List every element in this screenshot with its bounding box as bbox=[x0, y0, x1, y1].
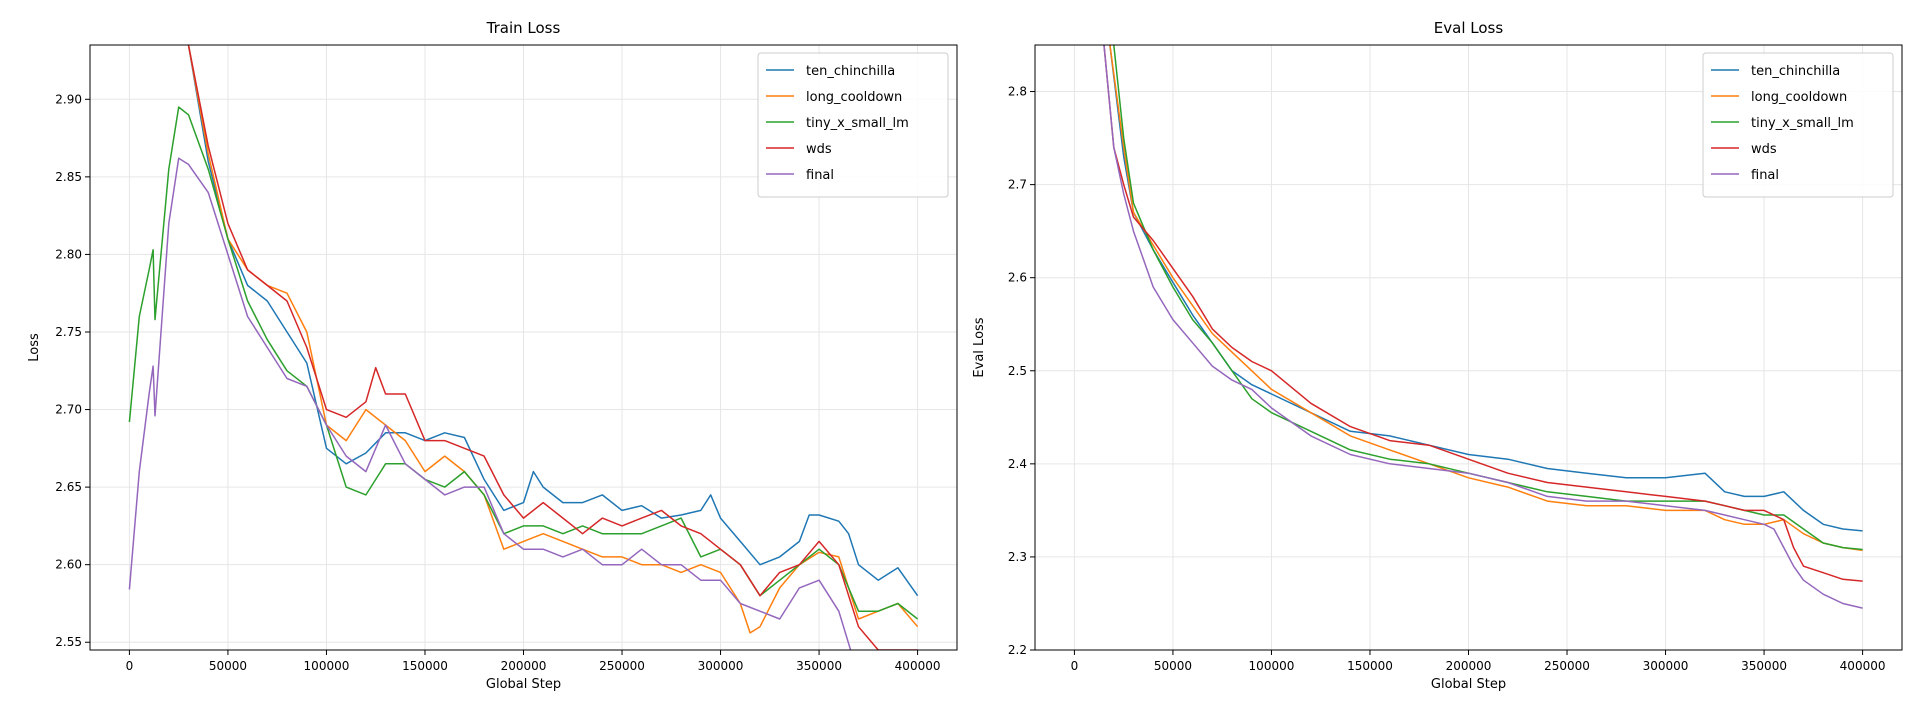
y-tick-label: 2.4 bbox=[1008, 457, 1027, 471]
legend-label: long_cooldown bbox=[1751, 90, 1847, 105]
x-tick-label: 350000 bbox=[796, 659, 842, 673]
chart-panel-0: 0 50000 100000 150000 200000 250000 300000 3500… bbox=[27, 19, 958, 692]
legend-label: tiny_x_small_lm bbox=[806, 116, 909, 131]
chart-title: Train Loss bbox=[486, 19, 561, 37]
x-tick-label: 400000 bbox=[895, 659, 941, 673]
chart-panel-1: 0 50000 100000 150000 200000 250000 300000 3500… bbox=[972, 19, 1903, 692]
x-tick-label: 200000 bbox=[501, 659, 547, 673]
y-tick-label: 2.6 bbox=[1008, 271, 1027, 285]
legend: ten_chinchilla long_cooldown tiny_x_small_… bbox=[1702, 52, 1894, 198]
x-tick-label: 50000 bbox=[1154, 659, 1192, 673]
x-tick-label: 150000 bbox=[1347, 659, 1393, 673]
x-tick-label: 0 bbox=[1071, 659, 1079, 673]
x-tick-label: 300000 bbox=[1643, 659, 1689, 673]
x-tick-label: 50000 bbox=[209, 659, 247, 673]
y-axis-label: Loss bbox=[27, 333, 42, 362]
y-tick-label: 2.75 bbox=[55, 325, 82, 339]
y-tick-label: 2.55 bbox=[55, 635, 82, 649]
legend-label: ten_chinchilla bbox=[1751, 64, 1840, 79]
legend-box bbox=[757, 52, 949, 198]
x-tick-label: 250000 bbox=[599, 659, 645, 673]
x-tick-label: 0 bbox=[126, 659, 134, 673]
legend-label: wds bbox=[1751, 142, 1777, 157]
y-tick-label: 2.8 bbox=[1008, 85, 1027, 99]
series-line-tiny_x_small_lm bbox=[128, 106, 919, 620]
series-group bbox=[1103, 45, 1863, 609]
x-tick-label: 150000 bbox=[402, 659, 448, 673]
legend-label: ten_chinchilla bbox=[806, 64, 895, 79]
x-tick-label: 400000 bbox=[1840, 659, 1886, 673]
x-tick-label: 350000 bbox=[1741, 659, 1787, 673]
legend-box bbox=[1702, 52, 1894, 198]
y-axis-label: Eval Loss bbox=[972, 317, 987, 377]
y-tick-label: 2.70 bbox=[55, 403, 82, 417]
y-tick-label: 2.80 bbox=[55, 247, 82, 261]
y-tick-label: 2.90 bbox=[55, 92, 82, 106]
legend: ten_chinchilla long_cooldown tiny_x_small_… bbox=[757, 52, 949, 198]
legend-label: long_cooldown bbox=[806, 90, 902, 105]
legend-label: final bbox=[1751, 168, 1779, 183]
series-line-final bbox=[1103, 45, 1863, 609]
y-tick-label: 2.7 bbox=[1008, 178, 1027, 192]
x-tick-label: 250000 bbox=[1544, 659, 1590, 673]
series-line-long_cooldown bbox=[1109, 45, 1863, 552]
x-tick-label: 200000 bbox=[1446, 659, 1492, 673]
y-tick-label: 2.65 bbox=[55, 480, 82, 494]
x-tick-label: 100000 bbox=[1249, 659, 1295, 673]
y-tick-label: 2.60 bbox=[55, 558, 82, 572]
series-group bbox=[128, 45, 919, 650]
y-tick-label: 2.3 bbox=[1008, 550, 1027, 564]
x-tick-label: 300000 bbox=[698, 659, 744, 673]
series-line-ten_chinchilla bbox=[187, 45, 919, 597]
x-axis-label: Global Step bbox=[486, 677, 561, 692]
legend-label: wds bbox=[806, 142, 832, 157]
legend-label: tiny_x_small_lm bbox=[1751, 116, 1854, 131]
x-tick-label: 100000 bbox=[304, 659, 350, 673]
series-line-wds bbox=[1103, 45, 1863, 582]
chart-title: Eval Loss bbox=[1434, 19, 1504, 37]
series-line-final bbox=[128, 157, 852, 650]
y-tick-label: 2.85 bbox=[55, 170, 82, 184]
legend-label: final bbox=[806, 168, 834, 183]
x-axis-label: Global Step bbox=[1431, 677, 1506, 692]
y-tick-label: 2.5 bbox=[1008, 364, 1027, 378]
series-line-wds bbox=[187, 45, 918, 650]
series-line-ten_chinchilla bbox=[1109, 45, 1863, 532]
y-tick-label: 2.2 bbox=[1008, 643, 1027, 657]
